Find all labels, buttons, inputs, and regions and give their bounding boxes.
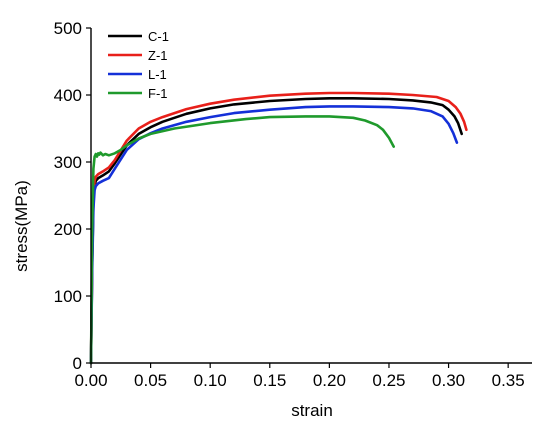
y-tick-label: 200 xyxy=(54,220,82,239)
x-tick-label: 0.30 xyxy=(432,371,465,390)
x-tick-label: 0.00 xyxy=(74,371,107,390)
y-tick-label: 300 xyxy=(54,153,82,172)
y-tick-label: 400 xyxy=(54,86,82,105)
x-tick-label: 0.15 xyxy=(253,371,286,390)
y-tick-label: 100 xyxy=(54,287,82,306)
series-line-f-1 xyxy=(89,115,396,365)
y-tick-label: 500 xyxy=(54,19,82,38)
series-line-l-1 xyxy=(89,105,459,365)
x-tick-label: 0.25 xyxy=(372,371,405,390)
tick-labels: 0.00 0.05 0.10 0.15 0.20 0.25 0.30 0.35 0 100 200 3… xyxy=(54,19,525,390)
y-axis-title: stress(MPa) xyxy=(12,180,31,272)
legend-label-c-1: C-1 xyxy=(148,29,169,44)
series-line-c-1 xyxy=(89,97,464,365)
x-tick-label: 0.10 xyxy=(194,371,227,390)
legend-label-f-1: F-1 xyxy=(148,86,168,101)
y-tick-label: 0 xyxy=(73,354,82,373)
axes xyxy=(86,27,532,368)
series-line-z-1 xyxy=(89,91,468,365)
x-tick-label: 0.20 xyxy=(313,371,346,390)
x-tick-label: 0.05 xyxy=(134,371,167,390)
plot-lines xyxy=(89,91,468,365)
legend-label-z-1: Z-1 xyxy=(148,48,168,63)
legend-label-l-1: L-1 xyxy=(148,67,167,82)
x-tick-label: 0.35 xyxy=(492,371,525,390)
legend: C-1 Z-1 L-1 F-1 xyxy=(108,29,169,101)
x-axis-title: strain xyxy=(291,401,333,420)
